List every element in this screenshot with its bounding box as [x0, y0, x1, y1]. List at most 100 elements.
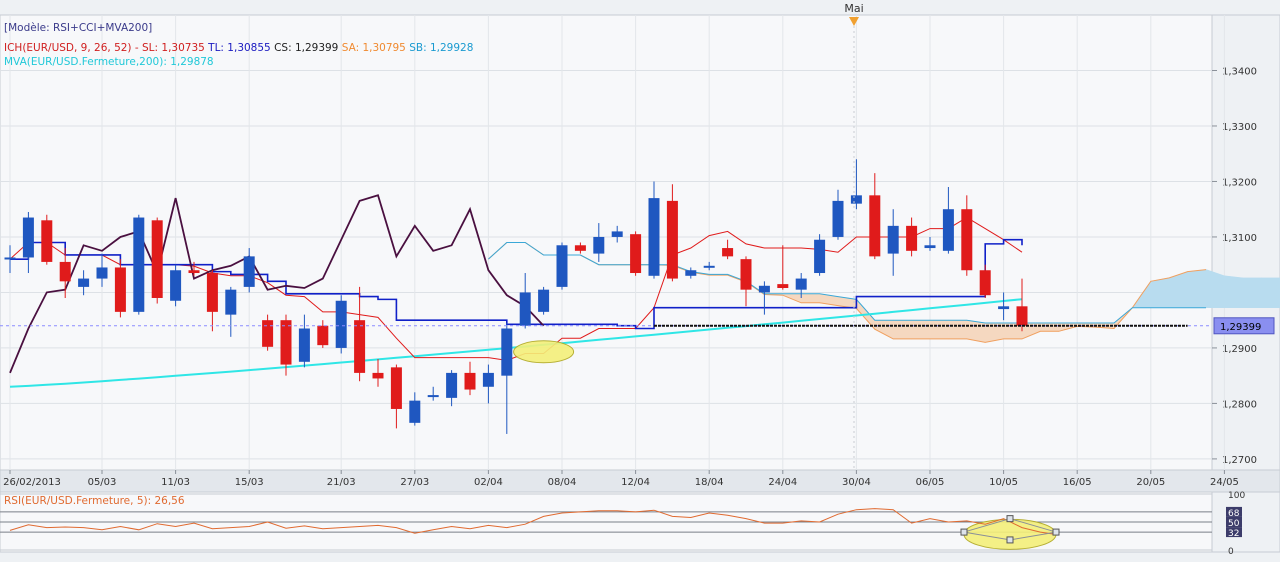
chikou-span-line: [9, 194, 545, 374]
candle-body: [427, 395, 439, 398]
candle-body: [758, 285, 770, 293]
rsi-axis-panel: [1211, 491, 1280, 553]
candle-body: [740, 259, 752, 290]
current-price-badge: [1213, 317, 1275, 335]
x-tick-label: 24/05: [1210, 477, 1239, 488]
candle-body: [630, 234, 642, 274]
x-tick-label: 02/04: [474, 477, 503, 488]
legend-item: TL: 1,30855: [205, 42, 271, 54]
candle-body: [151, 220, 163, 298]
x-tick-label: 27/03: [400, 477, 429, 488]
rsi-tick-label: 0: [1228, 547, 1234, 557]
candle-body: [206, 273, 218, 312]
rsi-tick-badge: [1226, 517, 1242, 527]
rsi-tick-label: 68: [1228, 509, 1240, 519]
x-tick-label: 21/03: [327, 477, 356, 488]
candle-body: [133, 217, 145, 312]
current-price-label: 1,29399: [1220, 322, 1261, 333]
senkou-span-b-line: [488, 242, 1206, 324]
y-tick-label: 1,2700: [1222, 455, 1257, 466]
candle-body: [685, 270, 697, 276]
x-tick-label: 26/02/2013: [3, 477, 61, 488]
candle-body: [998, 306, 1010, 310]
rsi-tick-label: 100: [1228, 491, 1245, 501]
y-tick-label: 1,2900: [1222, 344, 1257, 355]
candle-body: [593, 236, 605, 254]
candle-body: [519, 292, 531, 326]
rsi-drawing-handle: [1006, 515, 1014, 523]
y-tick-label: 1,3200: [1222, 177, 1257, 188]
candle-body: [225, 289, 237, 315]
candle-body: [280, 320, 292, 365]
candle-body: [482, 372, 494, 387]
x-tick-label: 05/03: [88, 477, 117, 488]
candle-body: [96, 267, 108, 279]
candle-body: [501, 328, 513, 376]
price-panel: [0, 14, 1213, 471]
candle-body: [298, 328, 310, 362]
candle-body: [722, 248, 734, 257]
rsi-tick-label: 50: [1228, 519, 1240, 529]
kumo-segment: [1242, 277, 1262, 308]
legend-ichimoku: ICH(EUR/USD, 9, 26, 52) - SL: 1,30735 TL…: [4, 42, 473, 54]
kumo-segment: [1224, 275, 1244, 308]
legend-item: CS: 1,29399: [271, 42, 339, 54]
y-tick-label: 1,3100: [1222, 233, 1257, 244]
candle-body: [390, 367, 402, 409]
kumo-segment: [911, 319, 931, 340]
kumo-segment: [1150, 277, 1170, 308]
candle-body: [335, 300, 347, 348]
candle-body: [924, 245, 936, 249]
legend-model: [Modèle: RSI+CCI+MVA200]: [4, 22, 152, 34]
candle-body: [22, 217, 34, 258]
candle-body: [703, 265, 715, 268]
kijun-sen-line: [10, 238, 1023, 330]
legend-mva: MVA(EUR/USD.Fermeture,200): 1,29878: [4, 56, 214, 68]
legend-item: SL: 1,30735: [139, 42, 205, 54]
rsi-drawing-handle: [1006, 536, 1014, 544]
x-tick-label: 16/05: [1063, 477, 1092, 488]
candle-body: [648, 198, 660, 276]
kumo-segment: [800, 293, 820, 304]
x-tick-label: 30/04: [842, 477, 871, 488]
candle-body: [1016, 306, 1028, 326]
candle-body: [170, 270, 182, 301]
candle-body: [372, 372, 384, 379]
candle-body: [906, 225, 918, 251]
candle-body: [814, 239, 826, 274]
y-tick-label: 1,3400: [1222, 66, 1257, 77]
x-tick-label: 12/04: [621, 477, 650, 488]
candle-body: [887, 225, 899, 254]
kumo-segment: [929, 319, 949, 340]
candle-body: [611, 231, 623, 237]
candle-body: [317, 325, 329, 346]
rsi-legend: RSI(EUR/USD.Fermeture, 5): 26,56: [4, 495, 185, 507]
candle-body: [59, 261, 71, 282]
candle-body: [262, 320, 274, 347]
candle-body: [4, 257, 16, 260]
candle-body: [869, 195, 881, 257]
candle-body: [961, 209, 973, 271]
legend-item: SB: 1,29928: [406, 42, 474, 54]
y-tick-label: 1,3300: [1222, 122, 1257, 133]
candle-body: [979, 270, 991, 296]
legend-item: SA: 1,30795: [338, 42, 406, 54]
candle-body: [243, 256, 255, 287]
x-tick-label: 08/04: [548, 477, 577, 488]
x-tick-label: 11/03: [161, 477, 190, 488]
kumo-segment: [948, 319, 968, 340]
kumo-segment: [1205, 269, 1225, 308]
kumo-segment: [1260, 277, 1280, 308]
x-tick-label: 24/04: [768, 477, 797, 488]
candle-body: [464, 372, 476, 390]
x-tick-label: 20/05: [1136, 477, 1165, 488]
candle-body: [556, 245, 568, 287]
kumo-segment: [892, 319, 912, 340]
candle-body: [538, 289, 550, 312]
y-tick-label: 1,2800: [1222, 399, 1257, 410]
x-tick-label: 18/04: [695, 477, 724, 488]
candle-body: [795, 278, 807, 290]
kumo-segment: [1187, 269, 1207, 308]
